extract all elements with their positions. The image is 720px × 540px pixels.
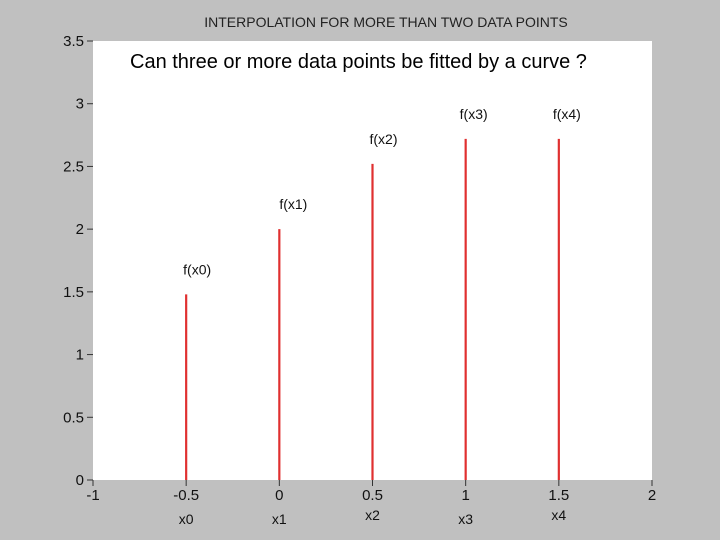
- point-label-x4: f(x4): [553, 106, 581, 122]
- x-tick-label: -1: [86, 487, 99, 504]
- x-tick-label: 1: [461, 487, 469, 504]
- x-tick-label: 0: [275, 487, 283, 504]
- y-tick-label: 2.5: [63, 158, 84, 175]
- x-axis: -1 -0.5 0 0.5 1 1.5 2: [86, 480, 656, 504]
- y-tick-label: 2: [76, 221, 84, 238]
- y-axis: 0 0.5 1 1.5 2 2.5 3 3.5: [63, 33, 93, 489]
- y-tick-label: 3: [76, 96, 84, 113]
- x-sublabel-x1: x1: [272, 511, 287, 527]
- x-tick-label: 0.5: [362, 487, 383, 504]
- point-labels: f(x0) f(x1) f(x2) f(x3) f(x4): [183, 106, 581, 278]
- slide-question: Can three or more data points be fitted …: [130, 51, 587, 73]
- point-label-x3: f(x3): [460, 106, 488, 122]
- point-label-x1: f(x1): [279, 196, 307, 212]
- x-tick-label: 1.5: [548, 487, 569, 504]
- point-label-x0: f(x0): [183, 261, 211, 277]
- x-sublabel-x2: x2: [365, 507, 380, 523]
- x-sublabel-x3: x3: [458, 511, 473, 527]
- x-sublabel-x0: x0: [179, 511, 194, 527]
- y-tick-label: 3.5: [63, 33, 84, 50]
- data-stems: [185, 138, 560, 480]
- point-label-x2: f(x2): [370, 131, 398, 147]
- y-tick-label: 0.5: [63, 409, 84, 426]
- x-tick-label: 2: [648, 487, 656, 504]
- y-tick-label: 0: [76, 472, 84, 489]
- x-sublabel-x4: x4: [551, 507, 566, 523]
- x-sublabels: x0 x1 x2 x3 x4: [179, 507, 567, 527]
- x-tick-label: -0.5: [173, 487, 199, 504]
- y-tick-label: 1.5: [63, 284, 84, 301]
- y-tick-label: 1: [76, 347, 84, 364]
- chart-title: INTERPOLATION FOR MORE THAN TWO DATA POI…: [204, 14, 568, 30]
